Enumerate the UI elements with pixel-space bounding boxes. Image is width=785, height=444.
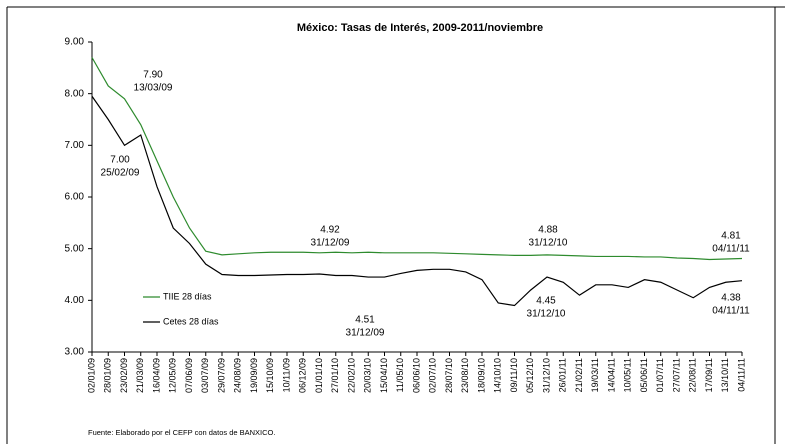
x-tick-label: 27/07/11 <box>671 358 681 392</box>
series-line <box>91 57 743 261</box>
series-line <box>91 95 743 307</box>
x-tick-label: 06/06/10 <box>411 358 421 393</box>
y-tick-label: 4.00 <box>65 295 85 306</box>
x-tick-label: 31/12/10 <box>541 358 551 393</box>
annotation: 31/12/10 <box>529 238 568 249</box>
x-tick-label: 04/11/11 <box>736 358 746 392</box>
x-tick-label: 19/03/11 <box>590 358 600 392</box>
annotation: 25/02/09 <box>101 168 140 179</box>
x-tick-label: 06/12/09 <box>298 358 308 393</box>
annotation: 31/12/09 <box>311 238 350 249</box>
x-tick-label: 29/07/09 <box>216 358 226 393</box>
x-tick-label: 17/09/11 <box>704 358 714 392</box>
y-tick-label: 9.00 <box>65 37 85 48</box>
x-tick-label: 14/10/10 <box>493 358 503 393</box>
annotation: 04/11/11 <box>712 306 750 317</box>
x-tick-label: 07/06/09 <box>184 358 194 393</box>
x-tick-label: 01/07/11 <box>655 358 665 392</box>
x-tick-label: 15/10/09 <box>265 358 275 393</box>
x-tick-label: 27/01/10 <box>330 358 340 393</box>
x-tick-label: 09/11/10 <box>509 358 519 392</box>
annotation: 31/12/09 <box>346 328 385 339</box>
x-tick-label: 05/06/11 <box>639 358 649 392</box>
x-tick-label: 11/05/10 <box>395 358 405 392</box>
x-tick-label: 22/02/10 <box>346 358 356 393</box>
x-tick-label: 28/01/09 <box>103 358 113 393</box>
annotation: 4.38 <box>721 293 741 304</box>
y-tick-label: 5.00 <box>65 243 85 254</box>
annotation: 31/12/10 <box>527 309 566 320</box>
annotation: 13/03/09 <box>134 83 173 94</box>
y-tick-label: 3.00 <box>65 347 85 358</box>
legend-label: TIIE 28 días <box>163 291 212 301</box>
annotation: 7.00 <box>110 155 130 166</box>
chart-title: México: Tasas de Interés, 2009-2011/novi… <box>297 22 543 34</box>
x-tick-label: 12/05/09 <box>168 358 178 393</box>
x-tick-label: 14/04/11 <box>606 358 616 392</box>
x-tick-label: 05/12/10 <box>525 358 535 393</box>
x-tick-label: 01/01/10 <box>314 358 324 393</box>
x-tick-label: 13/10/11 <box>720 358 730 392</box>
x-tick-label: 02/01/09 <box>86 358 96 393</box>
x-tick-label: 21/02/11 <box>574 358 584 392</box>
x-tick-label: 26/01/11 <box>558 358 568 392</box>
x-tick-label: 10/11/09 <box>281 358 291 392</box>
annotation: 4.88 <box>538 225 558 236</box>
x-tick-label: 15/04/10 <box>379 358 389 393</box>
source: Fuente: Elaborado por el CEFP con datos … <box>88 428 275 437</box>
annotation: 7.90 <box>143 70 163 81</box>
x-tick-label: 02/07/10 <box>428 358 438 393</box>
x-tick-label: 20/03/10 <box>363 358 373 393</box>
x-tick-label: 23/02/09 <box>119 358 129 393</box>
annotation: 4.51 <box>355 315 375 326</box>
y-tick-label: 8.00 <box>65 88 85 99</box>
x-tick-label: 03/07/09 <box>200 358 210 393</box>
annotation: 4.81 <box>721 231 741 242</box>
annotation: 4.45 <box>536 296 556 307</box>
y-tick-label: 6.00 <box>65 192 85 203</box>
x-tick-label: 21/03/09 <box>135 358 145 393</box>
y-tick-label: 7.00 <box>65 140 85 151</box>
x-tick-label: 22/08/11 <box>688 358 698 392</box>
x-tick-label: 10/05/11 <box>623 358 633 392</box>
annotation: 4.92 <box>320 225 340 236</box>
x-tick-label: 24/08/09 <box>233 358 243 393</box>
x-tick-label: 23/08/10 <box>460 358 470 393</box>
x-tick-label: 28/07/10 <box>444 358 454 393</box>
x-tick-label: 19/09/09 <box>249 358 259 393</box>
annotation: 04/11/11 <box>712 244 750 255</box>
x-tick-label: 16/04/09 <box>151 358 161 393</box>
x-tick-label: 18/09/10 <box>476 358 486 393</box>
legend-label: Cetes 28 días <box>163 316 219 326</box>
